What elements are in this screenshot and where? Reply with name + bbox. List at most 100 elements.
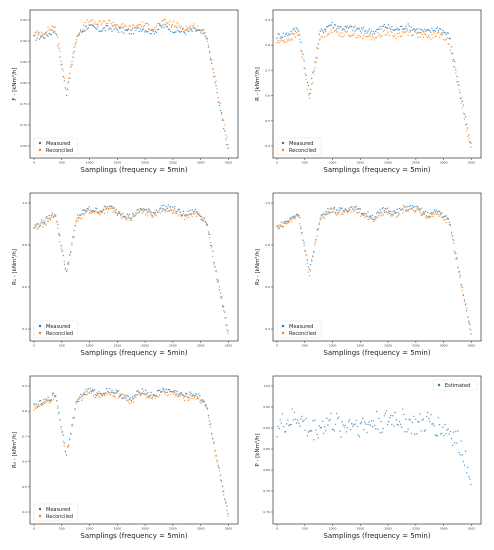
y-axis-label: R₁ - [kNm³/h] (11, 249, 18, 285)
data-point (379, 212, 381, 215)
data-point (339, 207, 341, 209)
data-point (207, 233, 210, 236)
data-point (367, 211, 369, 213)
data-point (227, 515, 229, 517)
data-point (350, 206, 352, 209)
data-point (74, 45, 76, 47)
data-point (56, 221, 58, 223)
data-point (64, 267, 67, 270)
data-point (218, 101, 221, 104)
data-point (438, 210, 441, 213)
data-point (128, 32, 131, 35)
data-point (110, 205, 112, 207)
data-point (121, 217, 123, 220)
data-point (116, 24, 119, 26)
data-point (387, 32, 390, 35)
data-point (117, 397, 120, 399)
data-point (47, 217, 49, 220)
data-point (202, 29, 204, 31)
data-point (84, 21, 86, 24)
data-point (454, 442, 456, 444)
data-point (160, 25, 162, 27)
data-point (120, 213, 122, 215)
data-point (423, 33, 426, 35)
data-point (61, 249, 63, 251)
data-point (304, 67, 306, 70)
data-point (400, 426, 403, 428)
data-point (180, 215, 183, 218)
data-point (309, 429, 312, 432)
data-point (98, 30, 100, 32)
data-point (358, 34, 361, 37)
data-point (363, 26, 365, 29)
data-point (160, 391, 162, 393)
data-point (436, 211, 439, 213)
data-point (151, 29, 153, 31)
data-point (99, 392, 101, 395)
data-point (291, 32, 293, 35)
data-point (355, 419, 357, 422)
data-point (390, 214, 392, 216)
data-point (115, 24, 118, 27)
data-point (38, 400, 41, 402)
data-point (215, 80, 217, 82)
data-point (186, 217, 188, 219)
data-point (107, 22, 109, 24)
data-point (122, 23, 124, 25)
data-point (47, 399, 49, 402)
data-point (43, 398, 45, 401)
data-point (365, 29, 367, 32)
data-point (328, 24, 330, 27)
data-point (338, 212, 340, 214)
data-point (114, 26, 116, 28)
data-point (183, 32, 186, 34)
data-point (351, 211, 353, 213)
data-point (45, 32, 47, 34)
data-point (301, 56, 303, 58)
x-tick-label: 1500 (357, 161, 365, 165)
data-point (168, 28, 171, 31)
data-point (397, 212, 400, 214)
data-point (33, 227, 35, 229)
data-point (321, 420, 324, 423)
data-point (390, 414, 392, 417)
data-point (384, 34, 387, 36)
data-point (50, 216, 53, 218)
data-point (128, 25, 131, 27)
data-point (187, 30, 189, 32)
data-point (131, 27, 134, 30)
data-point (35, 225, 37, 228)
data-point (148, 208, 150, 210)
data-point (351, 422, 353, 425)
data-point (373, 217, 376, 219)
data-point (340, 208, 342, 210)
data-point (166, 391, 169, 393)
x-tick-label: 3000 (197, 344, 205, 348)
data-point (167, 209, 170, 212)
data-point (147, 31, 149, 33)
data-point (34, 407, 36, 409)
data-point (332, 428, 335, 431)
data-point (165, 21, 167, 24)
data-point (190, 212, 192, 214)
data-point (216, 88, 218, 90)
data-point (71, 423, 73, 426)
data-point (393, 210, 395, 212)
data-point (297, 214, 300, 216)
data-point (220, 295, 223, 298)
data-point (101, 395, 103, 397)
data-point (283, 222, 286, 225)
data-point (190, 214, 192, 216)
data-point (389, 27, 391, 29)
data-point (86, 210, 88, 212)
data-point (446, 32, 448, 34)
data-point (463, 299, 466, 301)
data-point (43, 223, 45, 225)
data-point (470, 142, 472, 144)
data-point (130, 402, 133, 404)
data-point (313, 439, 315, 441)
data-point (291, 216, 293, 218)
data-point (43, 401, 45, 403)
x-tick-label: 1000 (329, 344, 337, 348)
